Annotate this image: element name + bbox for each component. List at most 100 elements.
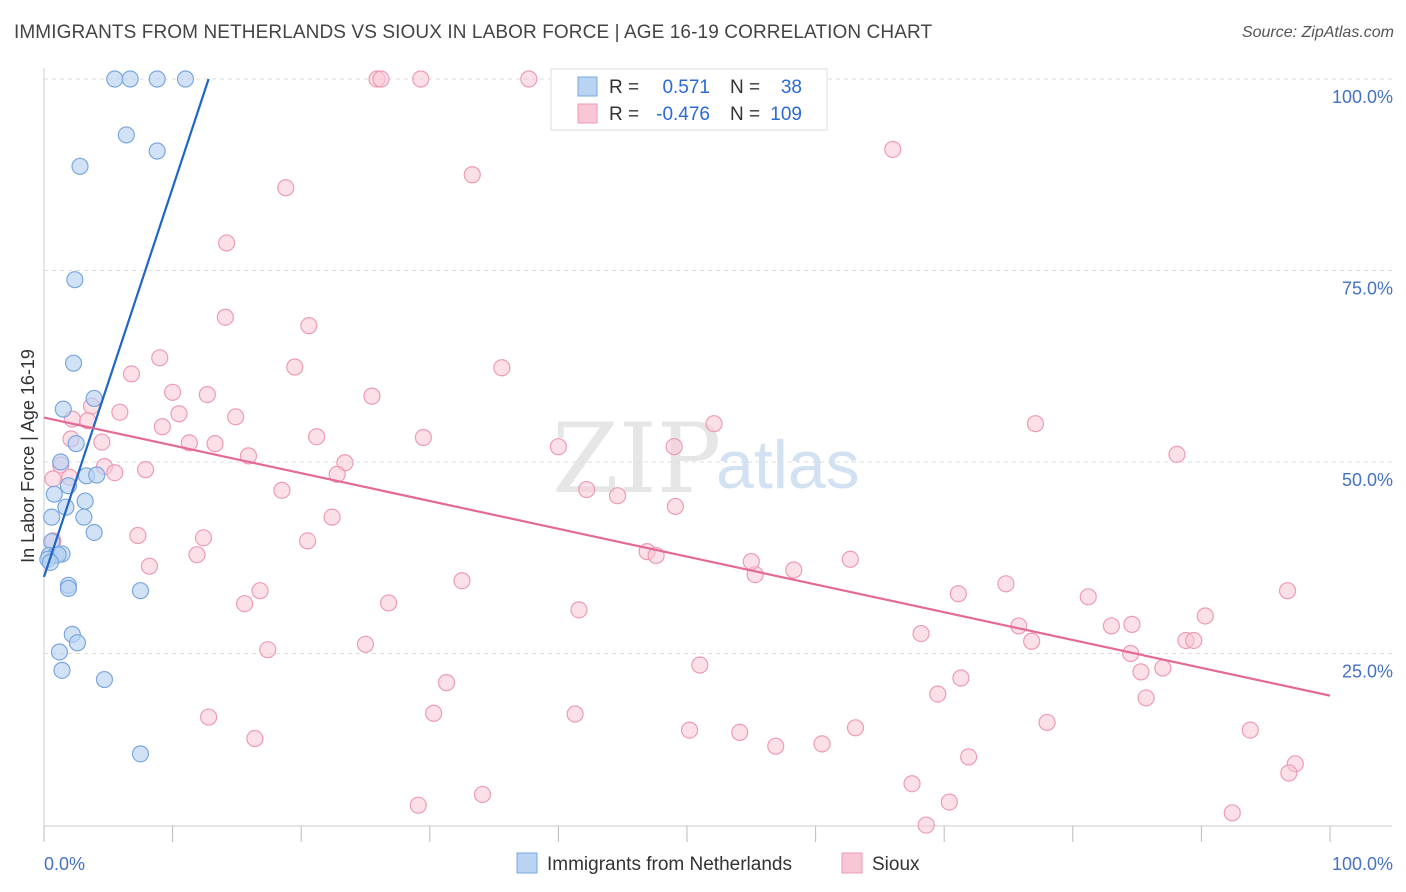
sioux-point <box>570 601 588 619</box>
sioux-point <box>216 308 234 326</box>
sioux-point <box>425 704 443 722</box>
sioux-point <box>111 403 129 421</box>
netherlands-point <box>76 492 94 510</box>
sioux-point <box>412 70 430 88</box>
sioux-point <box>666 497 685 516</box>
grid-lines <box>44 78 1392 654</box>
sioux-point <box>277 179 295 197</box>
legend-r-label-netherlands: R = <box>609 77 639 98</box>
sioux-point <box>813 735 831 753</box>
sioux-point <box>308 428 326 446</box>
netherlands-point <box>53 661 71 679</box>
legend-r-value-sioux: -0.476 <box>656 104 710 125</box>
correlation-legend: R = 0.571 N = 38 R = -0.476 N = 109 <box>550 68 828 131</box>
sioux-point <box>299 532 317 550</box>
sioux-point <box>1137 689 1155 707</box>
chart-source: Source: ZipAtlas.com <box>1241 24 1394 41</box>
sioux-point <box>1241 721 1259 739</box>
sioux-point <box>1280 764 1298 782</box>
sioux-point <box>44 470 62 488</box>
sioux-point <box>93 433 111 451</box>
sioux-point <box>731 723 749 741</box>
netherlands-point <box>148 142 166 160</box>
sioux-point <box>846 719 865 737</box>
series-legend-swatch-netherlands <box>516 852 538 874</box>
watermark-zip: ZIP <box>552 403 721 515</box>
x-tick-label-min: 0.0% <box>44 854 85 874</box>
netherlands-point <box>50 643 69 661</box>
sioux-point <box>578 480 596 499</box>
sioux-point <box>153 418 171 436</box>
netherlands-point <box>75 508 93 526</box>
netherlands-point <box>57 498 75 516</box>
sioux-point <box>1132 663 1150 681</box>
netherlands-point <box>88 466 106 484</box>
sioux-point <box>960 748 978 766</box>
sioux-point <box>414 428 432 447</box>
sioux-point <box>1102 617 1120 635</box>
sioux-point <box>949 585 967 603</box>
sioux-point <box>251 582 269 600</box>
sioux-point <box>273 481 291 499</box>
netherlands-point <box>71 157 89 175</box>
sioux-point <box>1154 659 1172 677</box>
sioux-point <box>200 708 218 726</box>
sioux-point <box>328 465 346 483</box>
series-legend-swatch-sioux <box>841 852 863 874</box>
sioux-point <box>1010 617 1028 635</box>
netherlands-point <box>66 271 84 289</box>
netherlands-point <box>176 70 195 88</box>
sioux-point <box>206 435 224 453</box>
netherlands-point <box>68 634 87 652</box>
sioux-point <box>940 793 958 811</box>
netherlands-point <box>131 745 150 763</box>
y-tick-label-75: 75.0% <box>1342 279 1393 299</box>
axes <box>43 68 1392 827</box>
sioux-point <box>286 358 304 376</box>
sioux-point <box>691 656 709 674</box>
sioux-point <box>170 405 188 423</box>
sioux-point <box>493 359 511 377</box>
y-tick-label-100: 100.0% <box>1332 87 1393 107</box>
sioux-point <box>136 461 155 479</box>
series-legend: Immigrants from Netherlands Sioux <box>516 852 920 875</box>
sioux-point <box>437 674 456 692</box>
sioux-point <box>1026 415 1045 433</box>
sioux-point <box>520 70 538 88</box>
sioux-point <box>140 557 159 575</box>
sioux-trend-line <box>43 416 1331 697</box>
sioux-point <box>929 685 947 703</box>
netherlands-points <box>39 70 195 763</box>
sioux-point <box>227 408 245 426</box>
sioux-point <box>785 561 803 579</box>
legend-n-value-sioux: 109 <box>770 104 802 125</box>
netherlands-point <box>64 354 83 372</box>
sioux-point <box>151 349 169 367</box>
y-axis-ticks: 25.0% 50.0% 75.0% 100.0% <box>1332 87 1393 682</box>
sioux-point <box>841 550 859 568</box>
netherlands-point <box>85 389 103 408</box>
sioux-point <box>952 669 970 687</box>
chart-title: IMMIGRANTS FROM NETHERLANDS VS SIOUX IN … <box>14 22 933 43</box>
legend-r-value-netherlands: 0.571 <box>662 77 710 98</box>
sioux-point <box>246 729 264 748</box>
sioux-point <box>122 365 141 383</box>
netherlands-point <box>54 400 72 418</box>
sioux-point <box>453 572 471 590</box>
netherlands-point <box>67 435 85 453</box>
sioux-point <box>356 635 375 653</box>
sioux-point <box>129 526 147 545</box>
sioux-point <box>1038 713 1056 732</box>
sioux-point <box>1278 582 1297 600</box>
trend-lines <box>42 78 1331 697</box>
sioux-point <box>566 705 584 723</box>
netherlands-point <box>59 579 78 597</box>
sioux-point <box>473 785 492 804</box>
sioux-point <box>463 166 481 184</box>
sioux-point <box>218 234 236 252</box>
y-axis-label: In Labor Force | Age 16-19 <box>18 349 38 563</box>
sioux-point <box>608 487 627 505</box>
netherlands-point <box>131 582 150 600</box>
sioux-point <box>1185 631 1203 650</box>
